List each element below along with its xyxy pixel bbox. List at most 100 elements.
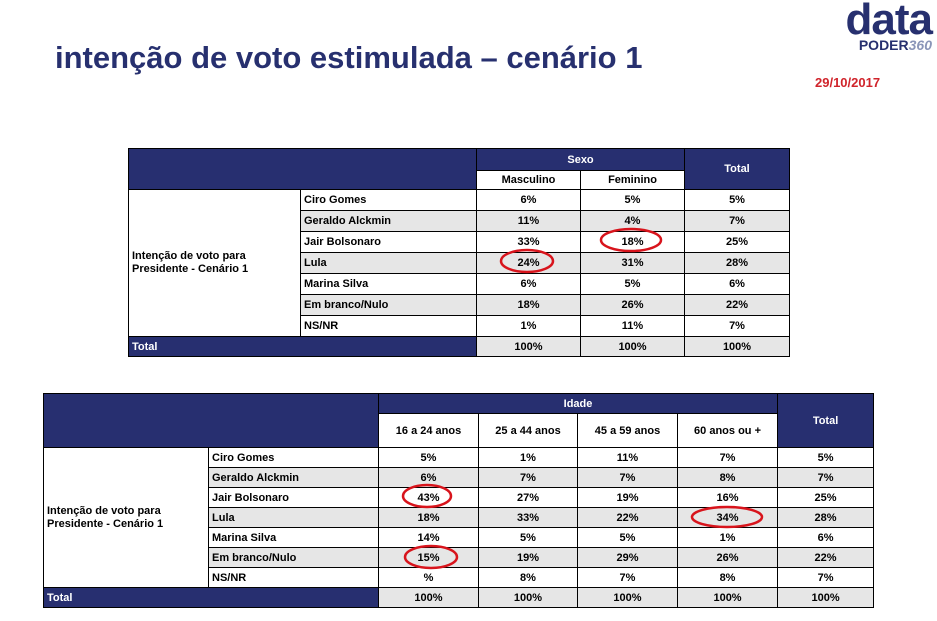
row-label: Geraldo Alckmin bbox=[300, 210, 477, 232]
cell: 8% bbox=[676, 567, 779, 588]
column-header: Masculino bbox=[476, 170, 581, 190]
total-label: Total bbox=[128, 336, 477, 357]
subheader-row: 16 a 24 anos 25 a 44 anos 45 a 59 anos 60 a… bbox=[44, 413, 874, 448]
row-label: Marina Silva bbox=[208, 527, 379, 548]
subheader-row: Masculino Feminino bbox=[129, 170, 790, 190]
total-header: Total bbox=[777, 393, 875, 448]
cell: 6% bbox=[476, 273, 581, 295]
cell: % bbox=[378, 567, 479, 588]
title: intenção de voto estimulada – cenário 1 bbox=[55, 40, 643, 75]
row-label: Jair Bolsonaro bbox=[208, 487, 379, 508]
corner-cell bbox=[43, 393, 379, 448]
total-cell: 100% bbox=[777, 587, 875, 608]
row-label: NS/NR bbox=[300, 315, 477, 337]
row-label: Geraldo Alckmin bbox=[208, 467, 379, 488]
date: 29/10/2017 bbox=[815, 75, 881, 90]
row-label: Ciro Gomes bbox=[208, 447, 379, 468]
body-row: Intenção de voto para Presidente - Cenár… bbox=[128, 189, 791, 337]
row-label: Marina Silva bbox=[300, 273, 477, 295]
total-cell: 100% bbox=[579, 336, 686, 357]
body-row: Geraldo Alckmin 6% 7% 7% 8% 7% bbox=[44, 467, 875, 488]
cell: 7% bbox=[577, 567, 678, 588]
body-row: Geraldo Alckmin 11% 4% 7% bbox=[129, 210, 791, 232]
row-group-label: Intenção de voto para Presidente - Cenár… bbox=[43, 447, 209, 588]
cell: 6% bbox=[684, 273, 791, 295]
logo-poder: PODER bbox=[858, 37, 909, 53]
cell: 22% bbox=[577, 507, 678, 528]
row-label: Lula bbox=[208, 507, 379, 528]
cell: 6% bbox=[378, 467, 479, 488]
cell: 1% bbox=[476, 315, 581, 337]
body-row: NS/NR 1% 11% 7% bbox=[129, 315, 791, 337]
cell: 6% bbox=[476, 189, 581, 211]
cell: 25% bbox=[684, 231, 791, 253]
row-label: Lula bbox=[300, 252, 477, 274]
cell: 8% bbox=[676, 467, 779, 488]
body-row: Marina Silva 6% 5% 6% bbox=[129, 273, 791, 295]
logo-number: 360 bbox=[908, 37, 932, 53]
logo: data PODER360 bbox=[820, 0, 936, 52]
data-table: Sexo Total Masculino Feminino Intenção de vo… bbox=[128, 148, 791, 357]
total-cell: 100% bbox=[684, 336, 791, 357]
cell: 7% bbox=[478, 467, 578, 488]
cell: 18% bbox=[476, 294, 581, 316]
total-row: Total 100% 100% 100% bbox=[128, 336, 791, 357]
cell: 7% bbox=[676, 447, 779, 468]
row-group-label: Intenção de voto para Presidente - Cenár… bbox=[128, 189, 301, 337]
row-label: Jair Bolsonaro bbox=[300, 231, 477, 253]
cell: 6% bbox=[777, 527, 875, 548]
cell: 5% bbox=[478, 527, 578, 548]
total-cell: 100% bbox=[577, 587, 678, 608]
cell: 29% bbox=[577, 547, 678, 568]
total-cell: 100% bbox=[378, 587, 479, 608]
cell: 5% bbox=[579, 273, 686, 295]
cell: 28% bbox=[684, 252, 791, 274]
cell: 7% bbox=[777, 467, 875, 488]
cell: 11% bbox=[577, 447, 678, 468]
logo-sub: PODER360 bbox=[820, 38, 936, 52]
cell: 5% bbox=[777, 447, 875, 468]
header-row: Sexo Total bbox=[128, 148, 791, 190]
cell: 5% bbox=[378, 447, 479, 468]
body-row: Intenção de voto para Presidente - Cenár… bbox=[43, 447, 875, 588]
column-header: 25 a 44 anos bbox=[478, 413, 578, 448]
cell: 14% bbox=[378, 527, 479, 548]
cell: 26% bbox=[676, 547, 779, 568]
cell: 1% bbox=[478, 447, 578, 468]
cell: 33% bbox=[478, 507, 578, 528]
group-header: Idade bbox=[377, 393, 779, 414]
total-cell: 100% bbox=[676, 587, 779, 608]
column-header: 60 anos ou + bbox=[676, 413, 779, 448]
cell: 15% bbox=[378, 547, 479, 568]
cell: 33% bbox=[476, 231, 581, 253]
group-header: Sexo bbox=[475, 148, 686, 171]
body-row: NS/NR% 8% 7% 8% 7% bbox=[44, 567, 875, 588]
header-row: Idade Total bbox=[43, 393, 875, 448]
cell: 31% bbox=[579, 252, 686, 274]
cell: 28% bbox=[777, 507, 875, 528]
corner-cell bbox=[128, 148, 477, 190]
column-header: 45 a 59 anos bbox=[577, 413, 678, 448]
total-cell: 100% bbox=[478, 587, 578, 608]
cell: 16% bbox=[676, 487, 779, 508]
cell: 19% bbox=[478, 547, 578, 568]
cell: 1% bbox=[676, 527, 779, 548]
cell: 11% bbox=[476, 210, 581, 232]
data-table: Idade Total 16 a 24 anos 25 a 44 anos 45 a 5… bbox=[43, 393, 875, 608]
body-row: Marina Silva 14% 5% 5% 1% 6% bbox=[44, 527, 875, 548]
row-label: Em branco/Nulo bbox=[208, 547, 379, 568]
row-label: NS/NR bbox=[208, 567, 379, 588]
cell: 5% bbox=[579, 189, 686, 211]
cell: 26% bbox=[579, 294, 686, 316]
cell: 7% bbox=[684, 210, 791, 232]
cell: 7% bbox=[577, 467, 678, 488]
row-label: Em branco/Nulo bbox=[300, 294, 477, 316]
cell: 24% bbox=[476, 252, 581, 274]
cell: 27% bbox=[478, 487, 578, 508]
cell: 18% bbox=[378, 507, 479, 528]
total-header: Total bbox=[684, 148, 791, 190]
cell: 43% bbox=[378, 487, 479, 508]
cell: 19% bbox=[577, 487, 678, 508]
row-label: Ciro Gomes bbox=[300, 189, 477, 211]
